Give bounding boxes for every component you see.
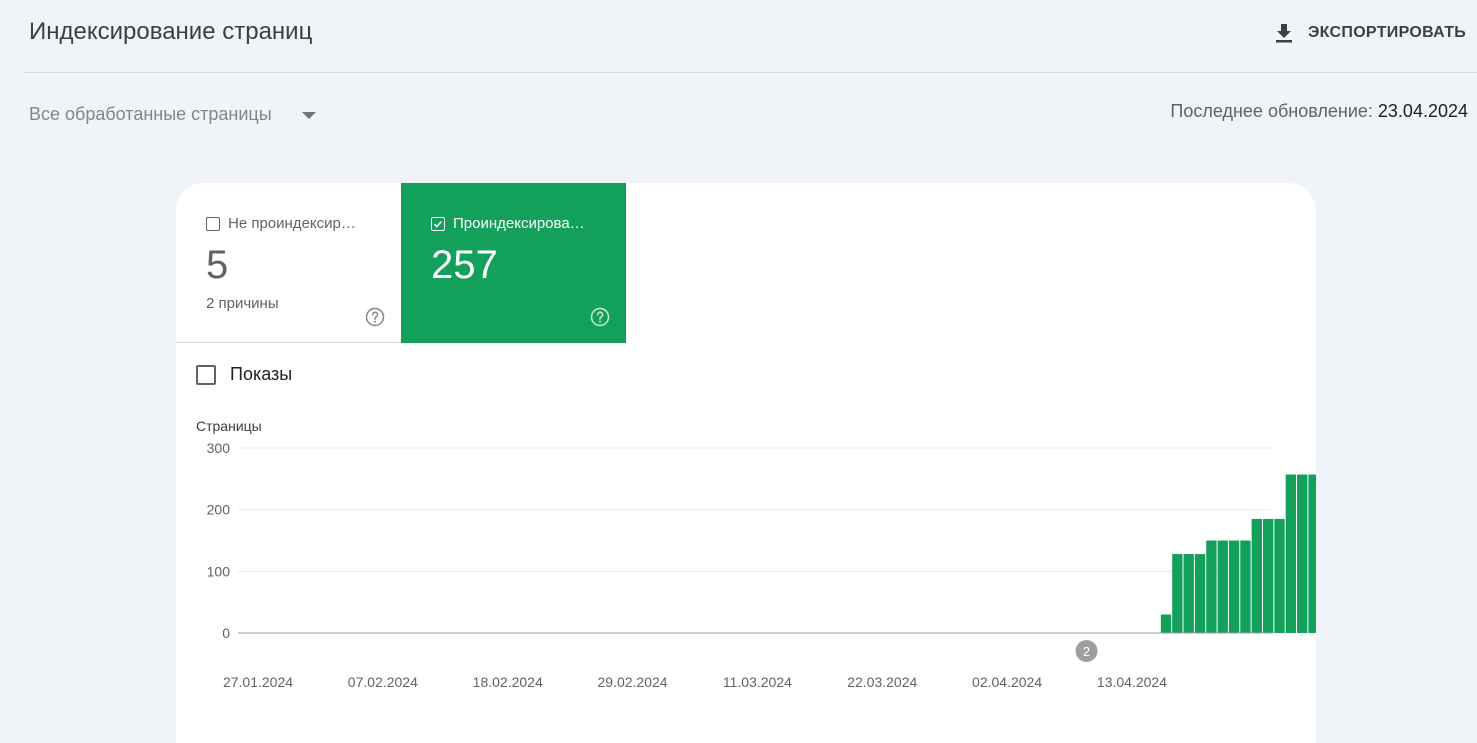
- indexed-count: 257: [431, 243, 498, 287]
- caret-down-icon: [301, 111, 316, 119]
- export-label: ЭКСПОРТИРОВАТЬ: [1308, 24, 1467, 41]
- page-title: Индексирование страниц: [29, 18, 313, 45]
- help-icon[interactable]: [365, 307, 385, 327]
- y-tick-label: 200: [207, 502, 231, 518]
- annotation-marker[interactable]: [1075, 640, 1098, 662]
- x-tick-label: 22.03.2024: [847, 674, 917, 690]
- impressions-toggle[interactable]: Показы: [196, 364, 292, 385]
- x-tick-label: 27.01.2024: [223, 674, 293, 690]
- coverage-card: Не проиндексир… 5 2 причины Проиндексиро…: [176, 183, 1316, 743]
- chart-bar[interactable]: [1262, 518, 1274, 633]
- x-tick-label: 11.03.2024: [723, 674, 792, 690]
- chart-bar[interactable]: [1297, 474, 1308, 633]
- chart-bar[interactable]: [1206, 540, 1217, 634]
- indexed-checkbox[interactable]: [431, 216, 445, 231]
- y-tick-label: 100: [207, 563, 231, 579]
- chart-bar[interactable]: [1183, 554, 1194, 633]
- last-update-label: Последнее обновление:: [1170, 101, 1373, 121]
- x-tick-label: 02.04.2024: [972, 674, 1042, 690]
- last-update-date: 23.04.2024: [1377, 101, 1468, 121]
- chart-bar[interactable]: [1217, 540, 1228, 634]
- indexed-label: Проиндексирова…: [453, 215, 585, 232]
- chart-bar[interactable]: [1160, 614, 1172, 634]
- y-axis-title: Страницы: [196, 418, 262, 434]
- not-indexed-count: 5: [206, 243, 229, 287]
- chart-bar[interactable]: [1308, 474, 1316, 633]
- x-tick-label: 07.02.2024: [348, 674, 418, 690]
- download-icon: [1276, 24, 1292, 43]
- x-tick-label: 29.02.2024: [598, 674, 668, 690]
- filter-selected-value: Все обработанные страницы: [29, 103, 272, 124]
- tile-not-indexed[interactable]: Не проиндексир… 5 2 причины: [176, 183, 401, 343]
- x-tick-label: 18.02.2024: [473, 674, 543, 690]
- chart-bar[interactable]: [1251, 518, 1262, 633]
- chart-bar[interactable]: [1240, 540, 1251, 634]
- pages-filter-select[interactable]: Все обработанные страницы: [29, 101, 316, 127]
- annotation-label: 2: [1083, 644, 1090, 659]
- last-update: Последнее обновление: 23.04.2024: [1170, 101, 1468, 122]
- chart-bar[interactable]: [1172, 554, 1183, 633]
- chart-bar[interactable]: [1228, 540, 1240, 634]
- chart-bar[interactable]: [1285, 474, 1297, 633]
- y-tick-label: 0: [222, 625, 230, 641]
- impressions-checkbox[interactable]: [196, 364, 216, 385]
- chart-bar[interactable]: [1194, 554, 1206, 633]
- indexed-pages-chart: Страницы 300 200 100 0 2 27.01.2024 07.02.20…: [196, 418, 1316, 690]
- checkmark-icon: [433, 220, 443, 228]
- not-indexed-label: Не проиндексир…: [228, 215, 356, 232]
- header-divider: [24, 72, 1477, 73]
- y-tick-label: 300: [207, 440, 231, 456]
- not-indexed-checkbox[interactable]: [206, 216, 220, 231]
- tile-indexed[interactable]: Проиндексирова… 257: [401, 183, 626, 343]
- x-tick-label: 13.04.2024: [1097, 674, 1167, 690]
- chart-bar[interactable]: [1274, 518, 1285, 633]
- export-button[interactable]: ЭКСПОРТИРОВАТЬ: [1274, 18, 1466, 48]
- help-icon[interactable]: [590, 307, 610, 327]
- not-indexed-reasons: 2 причины: [206, 295, 279, 312]
- impressions-label: Показы: [230, 364, 293, 384]
